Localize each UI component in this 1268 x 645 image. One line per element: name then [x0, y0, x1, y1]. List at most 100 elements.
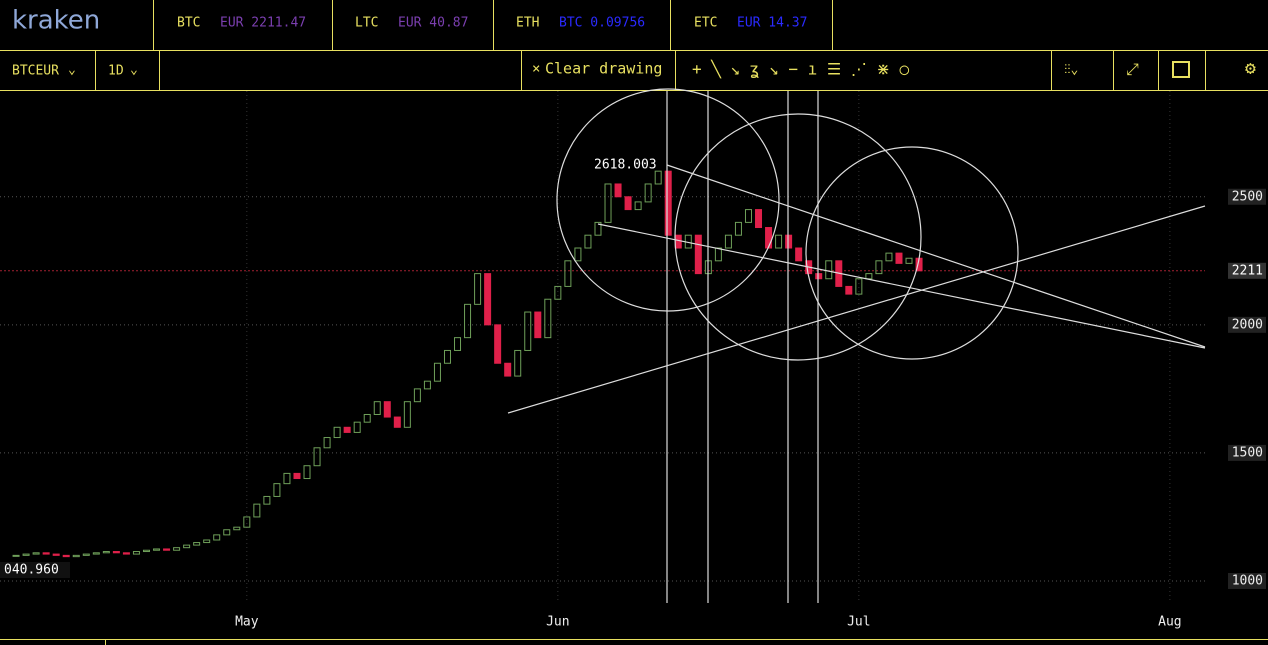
candle	[574, 247, 582, 262]
candle	[594, 221, 602, 236]
candle	[464, 303, 472, 339]
y-tick-label: 2500	[1232, 189, 1263, 204]
candle	[895, 252, 903, 264]
candle	[12, 554, 20, 557]
y-tick-label: 1500	[1232, 445, 1263, 460]
x-tick-label: May	[235, 615, 259, 630]
candle	[554, 285, 562, 300]
candle	[514, 349, 522, 377]
candle	[474, 273, 482, 305]
candle	[233, 526, 241, 531]
pair-select[interactable]: BTCEUR	[12, 64, 59, 79]
candle	[454, 337, 462, 351]
y-tick-bg	[1228, 444, 1266, 461]
y-tick-bg	[1228, 572, 1266, 589]
candle	[544, 298, 552, 339]
candle	[795, 247, 803, 262]
plot: 1000 1500 2000 2500 May Jun Jul Aug 2211 2618.003…	[0, 91, 1266, 630]
candle	[433, 362, 441, 382]
candle	[714, 247, 722, 262]
candle	[273, 483, 281, 497]
tickers: BTC EUR 2211.47 LTC EUR 40.87 ETH BTC 0.09756…	[177, 16, 807, 31]
candle	[534, 311, 542, 339]
caret: ⌄	[130, 63, 138, 78]
candle	[644, 183, 652, 203]
screenshot[interactable]	[1172, 61, 1190, 78]
candle	[875, 260, 883, 275]
candle	[504, 362, 512, 377]
candle	[313, 447, 321, 467]
candle	[122, 552, 130, 555]
last-price-label: 2211	[1232, 263, 1263, 278]
ticker-symbol: ETC	[694, 16, 717, 31]
candle	[333, 426, 341, 439]
logo: kraken	[12, 6, 100, 36]
candle	[694, 234, 702, 275]
x-tick-label: Aug	[1158, 615, 1181, 630]
candle	[734, 221, 742, 236]
candle	[494, 324, 502, 364]
clear-icon: ×	[532, 61, 540, 77]
candle	[674, 234, 682, 249]
candle	[82, 553, 90, 556]
candle	[423, 380, 431, 390]
candle	[153, 548, 161, 551]
candle	[413, 388, 421, 403]
candle	[775, 234, 783, 249]
candle	[744, 209, 752, 223]
candle	[303, 465, 311, 480]
ticker-price: EUR 2211.47	[220, 16, 306, 31]
ticker-price: EUR 40.87	[398, 16, 468, 31]
annotation: 040.960	[4, 563, 59, 578]
interval-select[interactable]: 1D	[108, 64, 124, 79]
candle	[765, 227, 773, 249]
x-tick-label: Jul	[847, 615, 870, 630]
candle	[614, 183, 622, 198]
tool-icons[interactable]: + ╲ ↘ ʓ ↘ − ı ☰ ⋰ ⋇ ○	[692, 60, 910, 79]
candle	[383, 401, 391, 418]
candle	[604, 183, 612, 223]
y-tick-label: 2000	[1232, 317, 1263, 332]
candle	[755, 209, 763, 229]
candle	[32, 552, 40, 555]
ticker-price: BTC 0.09756	[559, 16, 645, 31]
candle	[363, 413, 371, 423]
settings[interactable]: ⚙	[1245, 58, 1256, 79]
clear-drawing[interactable]: Clear drawing	[545, 60, 662, 78]
candle	[785, 234, 793, 249]
candle	[92, 552, 100, 555]
y-tick-label: 1000	[1232, 573, 1263, 588]
candle	[112, 551, 120, 554]
y-tick-bg	[1228, 188, 1266, 205]
candle	[353, 421, 361, 433]
candle	[203, 539, 211, 544]
candle	[584, 234, 592, 249]
candle	[634, 201, 642, 211]
annotation-bg	[0, 562, 70, 578]
candle	[855, 278, 863, 295]
candle	[283, 472, 291, 485]
candle	[484, 273, 492, 326]
candle	[183, 544, 191, 549]
ticker-symbol: LTC	[355, 16, 378, 31]
indicators[interactable]: ⫶⫶⌄	[1064, 63, 1078, 78]
fullscreen[interactable]: ⤢	[1126, 60, 1139, 79]
toolbar[interactable]: BTCEUR ⌄ 1D ⌄ × Clear drawing + ╲ ↘ ʓ ↘ …	[12, 58, 1256, 79]
ticker-symbol: ETH	[516, 16, 539, 31]
candle	[654, 170, 662, 185]
candle	[72, 554, 80, 558]
candle	[213, 534, 221, 541]
candle	[393, 416, 401, 428]
y-tick-bg	[1228, 316, 1266, 333]
candle	[163, 548, 171, 551]
candle	[223, 529, 231, 536]
candle	[403, 401, 411, 428]
ticker-price: EUR 14.37	[737, 16, 807, 31]
logo-text: kraken	[12, 6, 100, 36]
candle	[905, 257, 913, 264]
candle	[845, 285, 853, 295]
candle	[173, 547, 181, 551]
candle	[102, 551, 110, 554]
candle	[243, 516, 251, 528]
candle	[323, 437, 331, 449]
